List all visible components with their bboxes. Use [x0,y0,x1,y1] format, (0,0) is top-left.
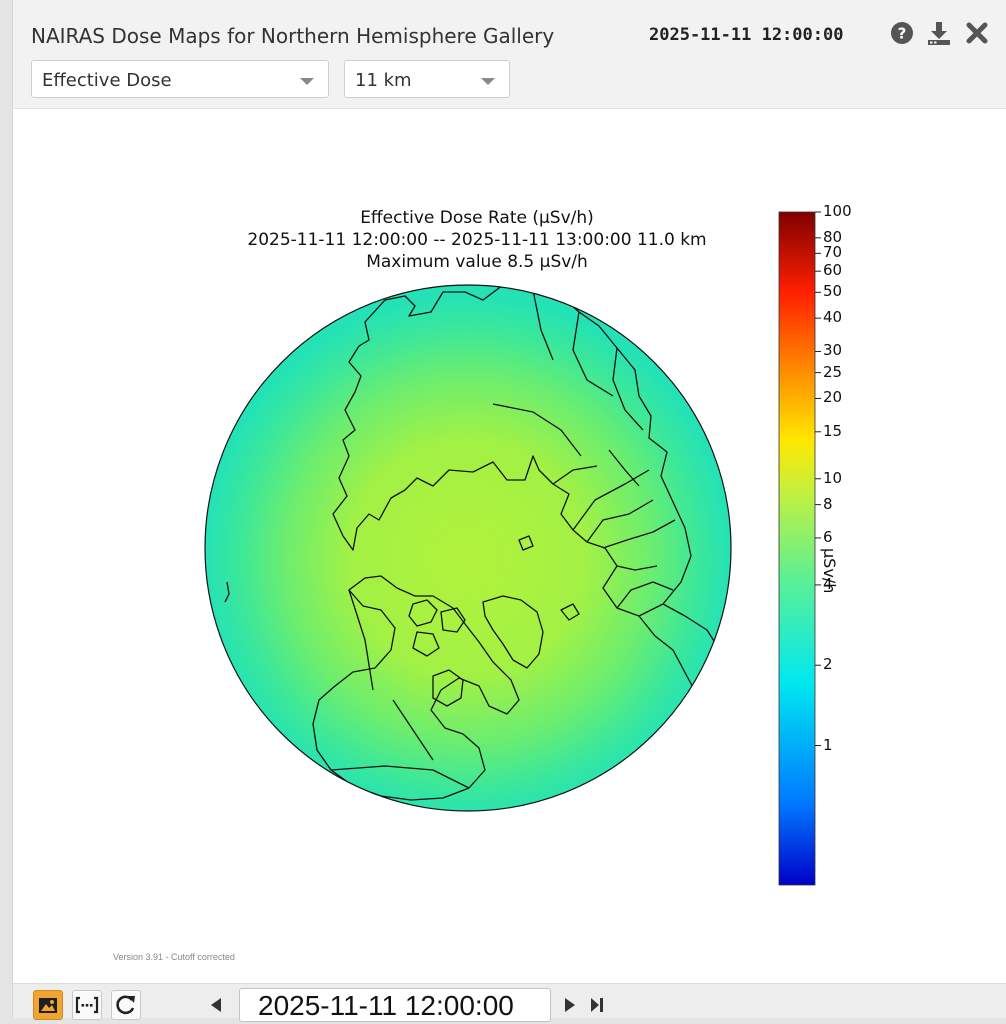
chart-title: Effective Dose Rate (μSv/h) 2025-11-11 1… [13,207,941,273]
date-input[interactable]: 2025-11-11 12:00:00 [239,988,551,1022]
colorbar-tick-label: 4 [823,574,833,593]
gallery-panel: NAIRAS Dose Maps for Northern Hemisphere… [12,0,1006,1022]
chart-title-line-1: Effective Dose Rate (μSv/h) [360,208,594,228]
colorbar-tick-label: 80 [823,227,843,246]
colorbar-tick-label: 15 [823,421,843,440]
dose-map-figure [204,211,821,886]
colorbar-tick-label: 10 [823,468,843,487]
help-icon[interactable]: ? [889,20,915,46]
colorbar-tick-label: 2 [823,655,833,674]
image-view-button[interactable] [33,990,63,1020]
chevron-down-icon [300,78,314,85]
colorbar-ticks [815,211,821,747]
close-icon[interactable] [964,20,990,46]
range-view-button[interactable] [72,990,102,1020]
altitude-dropdown-value: 11 km [355,70,412,91]
coastline-arctic-islands [408,535,580,657]
chart-title-line-2: 2025-11-11 12:00:00 -- 2025-11-11 13:00:… [247,230,707,250]
colorbar-tick-label: 50 [823,282,843,301]
northern-hemisphere-globe [204,284,732,812]
colorbar-tick-label: 60 [823,261,843,280]
previous-arrow-icon[interactable] [209,997,223,1013]
download-icon[interactable] [926,20,952,46]
version-text: Version 3.91 - Cutoff corrected [113,952,235,962]
panel-header: NAIRAS Dose Maps for Northern Hemisphere… [13,0,1006,109]
colorbar-tick-label: 30 [823,341,843,360]
next-arrow-icon[interactable] [563,997,577,1013]
altitude-dropdown[interactable]: 11 km [344,60,510,98]
image-icon [39,998,57,1013]
refresh-button[interactable] [111,990,141,1020]
skip-to-end-icon[interactable] [589,997,605,1013]
coastline-west-small [224,581,230,603]
chevron-down-icon [481,78,495,85]
colorbar-tick-label: 70 [823,243,843,262]
coastline-north-america [312,575,520,801]
colorbar-tick-label: 100 [823,202,852,220]
colorbar-tick-label: 8 [823,494,833,513]
playback-toolbar: 2025-11-11 12:00:00 [13,983,1006,1022]
svg-text:?: ? [898,25,907,43]
quantity-dropdown[interactable]: Effective Dose [31,60,329,98]
coastline-hudson-bay [432,669,464,707]
range-brackets-icon [75,996,99,1014]
colorbar-tick-label: 6 [823,527,833,546]
colorbar-tick-label: 20 [823,388,843,407]
panel-title: NAIRAS Dose Maps for Northern Hemisphere… [31,24,555,48]
colorbar-tick-label: 1 [823,735,833,754]
colorbar [778,211,821,886]
header-timestamp: 2025-11-11 12:00:00 [649,25,844,45]
coastline-greenland [482,595,544,669]
chart-title-line-3: Maximum value 8.5 μSv/h [366,252,588,272]
border-lines [330,289,676,789]
quantity-dropdown-value: Effective Dose [42,70,172,91]
colorbar-tick-label: 25 [823,362,843,381]
colorbar-tick-label: 40 [823,308,843,327]
refresh-icon [116,995,135,1015]
